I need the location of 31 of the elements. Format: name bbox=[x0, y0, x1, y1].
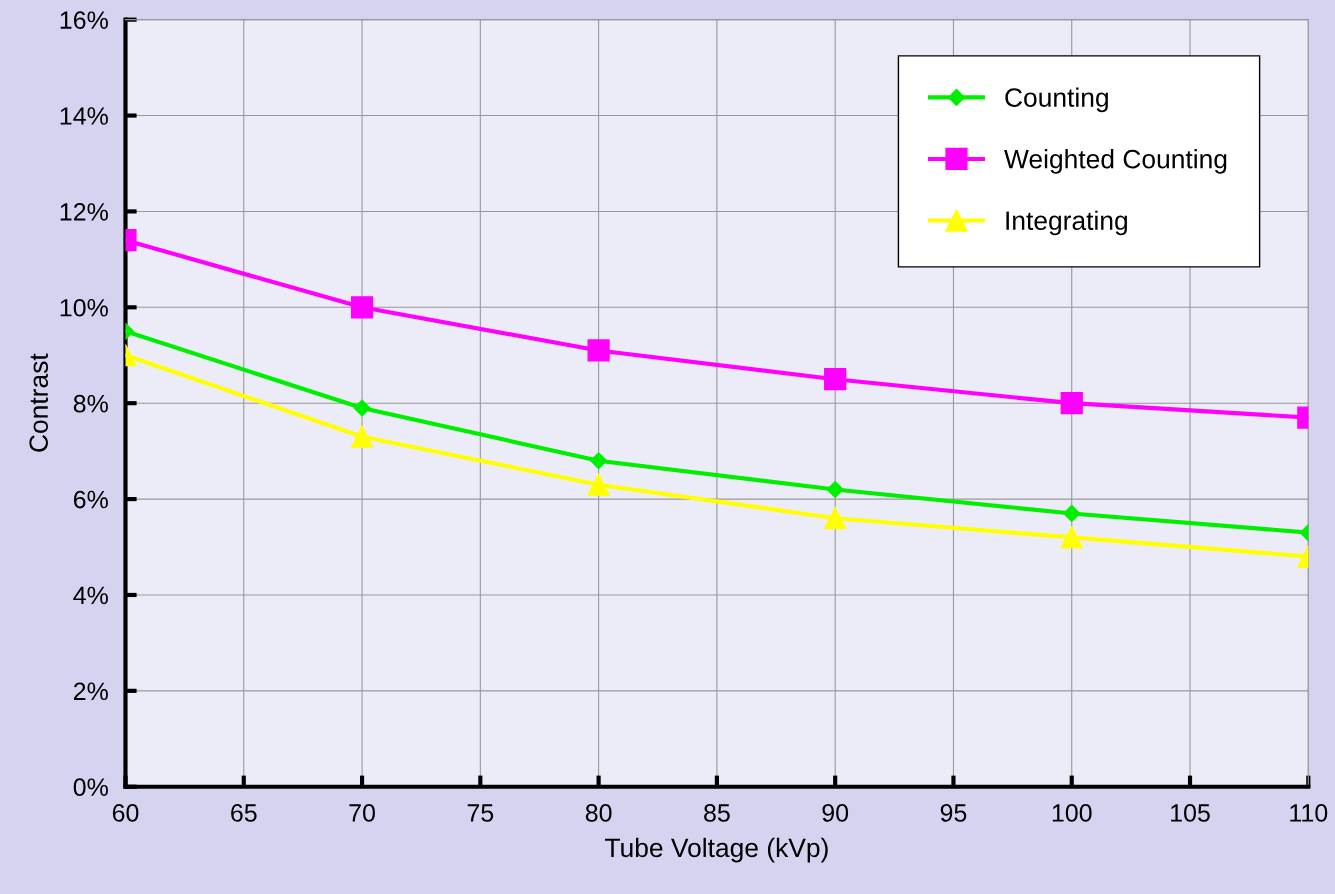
x-tick-label: 60 bbox=[112, 804, 139, 822]
x-tick-label: 75 bbox=[467, 804, 494, 822]
point bbox=[590, 452, 608, 470]
x-tick-label: 100 bbox=[1052, 804, 1092, 822]
y-tick-label: 2% bbox=[73, 682, 108, 701]
point bbox=[824, 368, 847, 391]
y-tick-label: 0% bbox=[73, 778, 108, 797]
x-tick-label: 90 bbox=[822, 804, 849, 822]
legend-label: Weighted Counting bbox=[1004, 149, 1227, 174]
x-tick-label: 65 bbox=[231, 804, 257, 822]
y-tick-label: 16% bbox=[60, 11, 108, 29]
point bbox=[587, 339, 610, 362]
y-tick-label: 12% bbox=[60, 203, 108, 221]
y-tick-label: 10% bbox=[60, 298, 108, 317]
y-axis-title: Contrast bbox=[29, 353, 49, 452]
x-tick-label: 85 bbox=[704, 804, 730, 822]
y-tick-label: 8% bbox=[73, 394, 108, 413]
y-tick-label: 14% bbox=[60, 107, 108, 125]
point bbox=[824, 507, 847, 530]
point bbox=[587, 473, 610, 496]
x-tick-label: 80 bbox=[585, 804, 612, 822]
x-tick-label: 95 bbox=[940, 804, 967, 822]
legend-label: Integrating bbox=[1006, 210, 1127, 236]
y-tick-label: 6% bbox=[73, 490, 108, 509]
x-axis-title: Tube Voltage (kVp) bbox=[605, 837, 828, 863]
x-tick-label: 105 bbox=[1171, 804, 1210, 822]
legend-label: Counting bbox=[1005, 87, 1108, 113]
y-tick-label: 4% bbox=[73, 586, 108, 605]
x-tick-label: 70 bbox=[349, 804, 375, 822]
x-tick-label: 110 bbox=[1290, 804, 1328, 822]
point bbox=[826, 480, 844, 499]
